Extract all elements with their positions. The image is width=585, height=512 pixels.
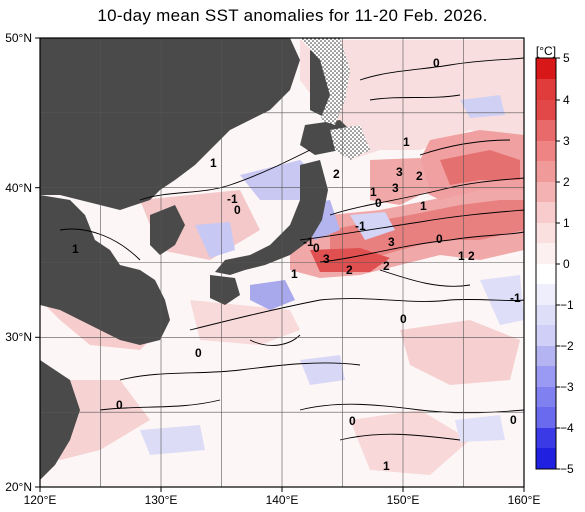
contour-label: 1 bbox=[420, 199, 427, 213]
land-honshu bbox=[215, 160, 328, 275]
colorbar-tick: 3 bbox=[563, 134, 570, 148]
contour-label: -1 bbox=[510, 291, 521, 305]
land-kyushu bbox=[210, 275, 240, 305]
colorbar-unit: [°C] bbox=[536, 44, 556, 58]
lon-axis-labels: 120°E 130°E 140°E 150°E 160°E bbox=[24, 493, 541, 507]
land-taiwan-region bbox=[40, 360, 80, 480]
colorbar-tick: 2 bbox=[563, 175, 570, 189]
lat-axis-labels: 50°N 40°N 30°N 20°N bbox=[5, 31, 32, 494]
contour-label: 3 bbox=[323, 252, 330, 266]
colorbar-tick: −4 bbox=[560, 421, 574, 435]
colorbar-tick: −3 bbox=[560, 380, 574, 394]
contour-label: 2 bbox=[383, 259, 390, 273]
contour-label: 2 bbox=[468, 249, 475, 263]
lon-label: 130°E bbox=[145, 493, 178, 507]
lat-label: 30°N bbox=[5, 330, 32, 344]
grid-lines bbox=[40, 38, 524, 487]
lon-label: 150°E bbox=[387, 493, 420, 507]
contour-label: 0 bbox=[116, 398, 123, 412]
colorbar-tick: 4 bbox=[563, 93, 570, 107]
contour-label: 2 bbox=[333, 167, 340, 181]
axis-ticks bbox=[35, 37, 525, 492]
contour-label: 1 bbox=[72, 242, 79, 256]
contour-label: 1 bbox=[210, 156, 217, 170]
contour-labels: 0 1 -1 0 1 2 3 1 3 2 1 0 -1 3 2 0 1 2 3 … bbox=[72, 56, 521, 473]
contour-label: -1 bbox=[227, 192, 238, 206]
land-korea bbox=[150, 205, 185, 255]
contour-label: 1 bbox=[291, 267, 298, 281]
anomaly-field: 0 1 -1 0 1 2 3 1 3 2 1 0 -1 3 2 0 1 2 3 … bbox=[40, 38, 524, 487]
colorbar-tick: 1 bbox=[563, 216, 570, 230]
contour-label: 0 bbox=[195, 346, 202, 360]
contour-label: 3 bbox=[392, 181, 399, 195]
contour-label: 1 bbox=[370, 185, 377, 199]
colorbar-tick: −1 bbox=[560, 298, 574, 312]
contour-label: 0 bbox=[313, 241, 320, 255]
contour-label: 0 bbox=[375, 196, 382, 210]
contour-label: 0 bbox=[510, 413, 517, 427]
contour-label: 0 bbox=[349, 414, 356, 428]
colorbar-tick: 5 bbox=[563, 51, 570, 65]
colorbar-tick: −5 bbox=[560, 462, 574, 476]
contour-label: 1 bbox=[458, 249, 465, 263]
lon-label: 140°E bbox=[266, 493, 299, 507]
colorbar: [°C] 5 4 3 2 bbox=[535, 44, 574, 476]
page-title: 10-day mean SST anomalies for 11-20 Feb.… bbox=[97, 6, 488, 25]
contour-label: -1 bbox=[355, 219, 366, 233]
sea-ice-area-2 bbox=[330, 125, 370, 160]
contour-label: 2 bbox=[416, 169, 423, 183]
contour-label: 0 bbox=[433, 56, 440, 70]
contour-label: 3 bbox=[396, 165, 403, 179]
lat-label: 50°N bbox=[5, 31, 32, 45]
contour-label: 1 bbox=[383, 459, 390, 473]
lat-label: 40°N bbox=[5, 181, 32, 195]
lon-label: 160°E bbox=[508, 493, 541, 507]
lon-label: 120°E bbox=[24, 493, 57, 507]
contour-label: 0 bbox=[436, 232, 443, 246]
contour-label: 3 bbox=[388, 235, 395, 249]
contour-label: 0 bbox=[400, 312, 407, 326]
contour-label: 0 bbox=[234, 203, 241, 217]
contour-label: -1 bbox=[303, 235, 314, 249]
land-asia-north bbox=[40, 38, 300, 210]
contour-label: 2 bbox=[346, 263, 353, 277]
colorbar-tick: −2 bbox=[560, 339, 574, 353]
sea-ice-area bbox=[300, 38, 350, 125]
colorbar-tick: 0 bbox=[563, 257, 570, 271]
lat-label: 20°N bbox=[5, 480, 32, 494]
land-china-coast bbox=[40, 195, 170, 345]
contour-label: 1 bbox=[403, 135, 410, 149]
